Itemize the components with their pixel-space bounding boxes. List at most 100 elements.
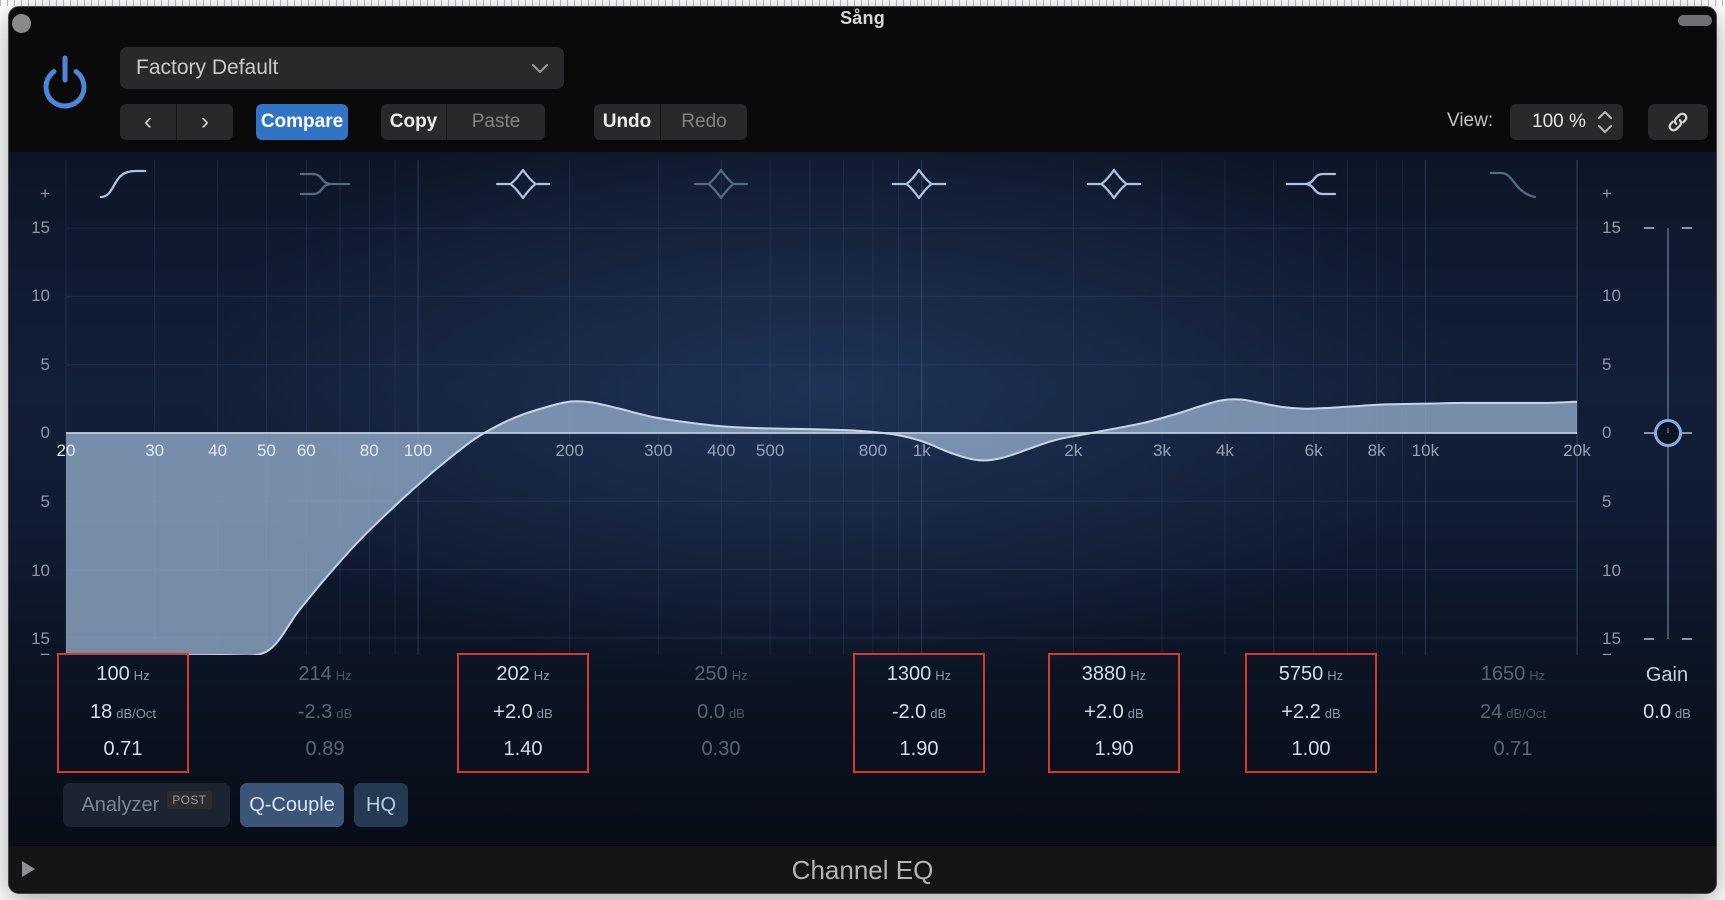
- preset-next-button[interactable]: ›: [176, 104, 233, 140]
- band-q-value[interactable]: 1.40: [503, 738, 543, 760]
- band-gain-value[interactable]: +2.0 dB: [1084, 700, 1144, 723]
- power-button-icon[interactable]: [36, 50, 94, 114]
- window-minimize-button[interactable]: [1678, 15, 1712, 26]
- gain-value[interactable]: 0.0 dB: [1643, 701, 1691, 723]
- plugin-name: Channel EQ: [791, 855, 934, 885]
- band-3-bell-icon[interactable]: [495, 166, 551, 202]
- frequency-tick-label: 1k: [912, 441, 931, 460]
- db-tick-label: 5: [1602, 355, 1612, 374]
- preset-dropdown[interactable]: Factory Default: [120, 47, 564, 89]
- band-parameter-box[interactable]: 3880 Hz +2.0 dB 1.90: [1048, 653, 1180, 773]
- frequency-tick-label: 8k: [1367, 441, 1386, 460]
- frequency-tick-label: 20k: [1563, 441, 1591, 460]
- band-gain-value[interactable]: 24 dB/Oct: [1480, 700, 1546, 723]
- frequency-tick-label: 4k: [1215, 441, 1234, 460]
- band-6-bell-icon[interactable]: [1086, 166, 1142, 202]
- band-frequency-value[interactable]: 1650 Hz: [1480, 663, 1546, 685]
- disclosure-triangle-icon[interactable]: [22, 861, 35, 877]
- db-tick-label: 10: [31, 286, 50, 305]
- band-q-value[interactable]: 0.30: [701, 738, 741, 760]
- band-gain-value[interactable]: 0.0 dB: [697, 700, 745, 723]
- master-gain-readout[interactable]: Gain 0.0 dB: [1612, 664, 1716, 724]
- band-7-highshelf-icon[interactable]: [1283, 166, 1339, 202]
- gain-label: Gain: [1645, 664, 1689, 686]
- chevron-down-icon: [532, 64, 548, 73]
- band-frequency-value[interactable]: 3880 Hz: [1081, 663, 1147, 685]
- paste-button[interactable]: Paste: [446, 104, 545, 140]
- band-q-value[interactable]: 0.71: [103, 738, 143, 760]
- frequency-tick-label: 10k: [1411, 441, 1440, 460]
- window-close-button[interactable]: [12, 14, 31, 33]
- frequency-tick-label: 80: [359, 441, 379, 460]
- band-parameter-box[interactable]: 250 Hz 0.0 dB 0.30: [655, 653, 787, 773]
- band-frequency-value[interactable]: 1300 Hz: [886, 663, 952, 685]
- band-2-lowshelf-icon[interactable]: [297, 166, 353, 202]
- band-gain-value[interactable]: -2.3 dB: [297, 700, 353, 723]
- frequency-tick-label: 300: [644, 441, 673, 460]
- frequency-tick-label: 200: [555, 441, 584, 460]
- db-tick-label: 5: [40, 355, 50, 374]
- band-frequency-value[interactable]: 100 Hz: [96, 663, 150, 685]
- chain-link-icon: [1668, 112, 1688, 132]
- band-q-value[interactable]: 0.89: [305, 738, 345, 760]
- band-parameter-box[interactable]: 5750 Hz +2.2 dB 1.00: [1245, 653, 1377, 773]
- window-title: Sång: [840, 8, 885, 28]
- band-gain-value[interactable]: +2.2 dB: [1281, 700, 1341, 723]
- view-zoom-stepper[interactable]: 100 %: [1510, 104, 1623, 140]
- band-frequency-value[interactable]: 5750 Hz: [1278, 663, 1344, 685]
- band-frequency-value[interactable]: 250 Hz: [694, 663, 748, 685]
- band-gain-value[interactable]: -2.0 dB: [891, 700, 947, 723]
- band-8-lowpass-icon[interactable]: [1485, 166, 1541, 202]
- analyzer-button[interactable]: Analyzer POST: [63, 783, 230, 827]
- frequency-tick-label: 2k: [1064, 441, 1083, 460]
- frequency-tick-label: 60: [296, 441, 316, 460]
- db-scale-minus: −: [40, 645, 50, 664]
- band-parameter-box[interactable]: 202 Hz +2.0 dB 1.40: [457, 653, 589, 773]
- compare-button[interactable]: Compare: [256, 104, 348, 140]
- view-label: View:: [1447, 110, 1494, 131]
- copy-button[interactable]: Copy: [381, 104, 446, 140]
- band-5-bell-icon[interactable]: [891, 166, 947, 202]
- band-q-value[interactable]: 1.90: [899, 738, 939, 760]
- undo-button[interactable]: Undo: [594, 104, 660, 140]
- db-scale-plus: +: [40, 184, 50, 203]
- db-scale-minus: −: [1602, 645, 1612, 664]
- preset-prev-button[interactable]: ‹: [120, 104, 176, 140]
- band-frequency-value[interactable]: 214 Hz: [298, 663, 352, 685]
- band-q-value[interactable]: 1.00: [1291, 738, 1331, 760]
- frequency-tick-label: 30: [145, 441, 165, 460]
- analyzer-post-mode-badge[interactable]: POST: [167, 791, 212, 809]
- db-tick-label: 15: [31, 629, 50, 648]
- link-button[interactable]: [1648, 104, 1708, 140]
- band-gain-value[interactable]: 18 dB/Oct: [90, 700, 156, 723]
- db-tick-label: 0: [40, 423, 50, 442]
- band-frequency-value[interactable]: 202 Hz: [496, 663, 550, 685]
- frequency-tick-label: 20: [56, 441, 76, 460]
- q-couple-button[interactable]: Q-Couple: [240, 783, 344, 827]
- band-4-bell-icon[interactable]: [693, 166, 749, 202]
- redo-button[interactable]: Redo: [660, 104, 747, 140]
- db-scale-plus: +: [1602, 184, 1612, 203]
- frequency-tick-label: 100: [403, 441, 433, 460]
- db-tick-label: 15: [1602, 218, 1621, 237]
- band-q-value[interactable]: 0.71: [1493, 738, 1533, 760]
- band-parameter-box[interactable]: 100 Hz 18 dB/Oct 0.71: [57, 653, 189, 773]
- band-q-value[interactable]: 1.90: [1094, 738, 1134, 760]
- frequency-tick-label: 500: [755, 441, 785, 460]
- view-zoom-value: 100 %: [1532, 111, 1586, 132]
- stepper-chevrons-icon[interactable]: [1597, 109, 1613, 135]
- hq-button[interactable]: HQ: [354, 783, 408, 827]
- frequency-tick-label: 400: [707, 441, 736, 460]
- db-tick-label: 15: [31, 218, 50, 237]
- frequency-tick-label: 40: [208, 441, 228, 460]
- band-parameter-box[interactable]: 1300 Hz -2.0 dB 1.90: [853, 653, 985, 773]
- band-gain-value[interactable]: +2.0 dB: [493, 700, 553, 723]
- db-tick-label: 5: [1602, 492, 1612, 511]
- band-parameter-box[interactable]: 214 Hz -2.3 dB 0.89: [259, 653, 391, 773]
- footer-bar: [9, 845, 1716, 893]
- db-tick-label: 15: [1602, 629, 1621, 648]
- band-1-highpass-icon[interactable]: [95, 166, 151, 202]
- db-tick-label: 10: [31, 561, 50, 580]
- band-parameter-box[interactable]: 1650 Hz 24 dB/Oct 0.71: [1447, 653, 1579, 773]
- db-tick-label: 10: [1602, 561, 1621, 580]
